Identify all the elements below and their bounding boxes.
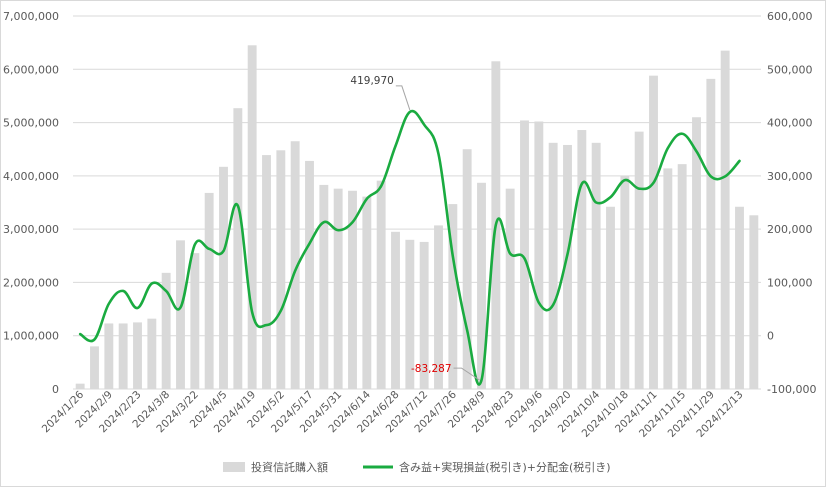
bar: [620, 176, 629, 389]
left-tick-label: 2,000,000: [3, 276, 59, 289]
left-tick-label: 0: [52, 383, 59, 396]
legend-label-line: 含み益+実現損益(税引き)+分配金(税引き): [399, 460, 611, 474]
bar: [678, 164, 687, 389]
annotation-leader: [396, 86, 410, 110]
right-tick-label: -100,000: [767, 383, 816, 396]
left-tick-label: 7,000,000: [3, 10, 59, 23]
bar: [635, 132, 644, 389]
bar: [119, 323, 128, 389]
right-axis: -100,000 0 100,000 200,000 300,000 400,000 500…: [767, 10, 816, 396]
bar: [706, 79, 715, 389]
x-axis: 2024/1/262024/2/92024/2/232024/3/82024/3…: [40, 388, 746, 440]
right-tick-label: 0: [767, 330, 774, 343]
bar: [147, 319, 156, 389]
bar: [305, 161, 314, 389]
legend: 投資信託購入額 含み益+実現損益(税引き)+分配金(税引き): [223, 460, 611, 474]
bar: [262, 155, 271, 389]
right-tick-label: 300,000: [767, 170, 813, 183]
annotation-label: -83,287: [411, 363, 452, 375]
bar: [549, 143, 558, 389]
left-tick-label: 3,000,000: [3, 223, 59, 236]
right-tick-label: 400,000: [767, 117, 813, 130]
legend-label-bar: 投資信託購入額: [251, 460, 328, 474]
bar: [749, 215, 758, 389]
left-tick-label: 1,000,000: [3, 330, 59, 343]
bar: [104, 323, 113, 389]
bar: [735, 207, 744, 389]
left-tick-label: 5,000,000: [3, 117, 59, 130]
bar: [721, 51, 730, 389]
bar: [133, 322, 142, 389]
bar: [506, 189, 515, 389]
left-axis: 0 1,000,000 2,000,000 3,000,000 4,000,000 5,0…: [3, 10, 59, 396]
bar: [577, 130, 586, 389]
bar: [391, 232, 400, 389]
bar: [319, 185, 328, 389]
bar: [534, 122, 543, 389]
bar: [233, 108, 242, 389]
bar: [276, 150, 285, 389]
bar: [592, 143, 601, 389]
bar: [219, 167, 228, 389]
right-tick-label: 200,000: [767, 223, 813, 236]
bar: [248, 45, 257, 389]
left-tick-label: 6,000,000: [3, 63, 59, 76]
bar-series: [76, 45, 759, 389]
bar: [176, 240, 185, 389]
right-tick-label: 500,000: [767, 63, 813, 76]
bar: [190, 253, 199, 389]
bar: [205, 193, 214, 389]
bar: [362, 197, 371, 389]
bar: [663, 168, 672, 389]
right-tick-label: 600,000: [767, 10, 813, 23]
annotation-label: 419,970: [350, 75, 393, 87]
left-tick-label: 4,000,000: [3, 170, 59, 183]
bar: [649, 76, 658, 389]
bar: [90, 346, 99, 389]
bar: [334, 189, 343, 389]
bar: [606, 207, 615, 389]
right-tick-label: 100,000: [767, 276, 813, 289]
bar: [377, 181, 386, 389]
legend-swatch-bar: [223, 462, 245, 472]
